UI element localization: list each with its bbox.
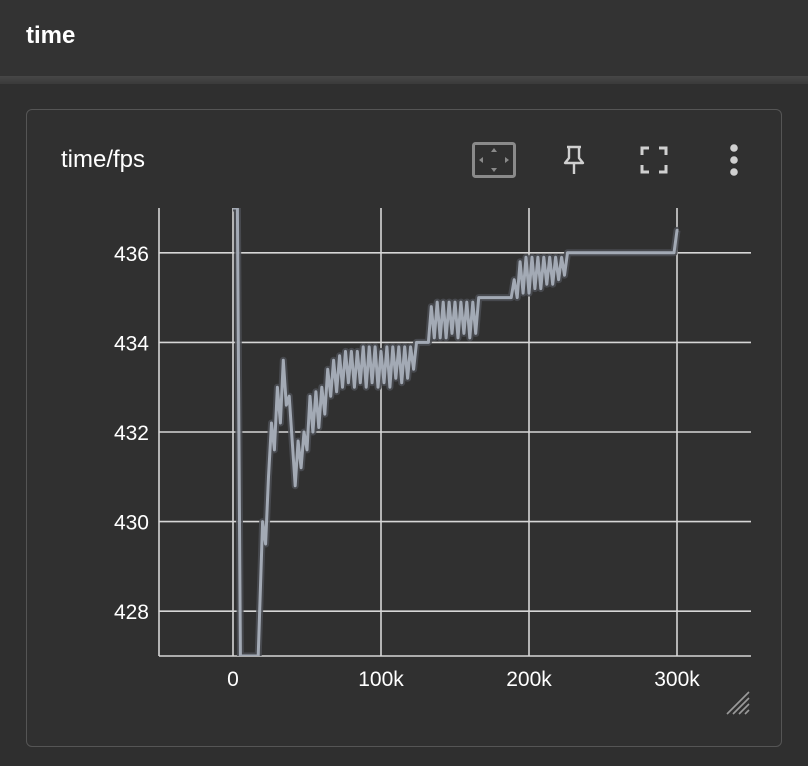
pin-button[interactable] (551, 140, 597, 180)
section-header: time (0, 0, 808, 76)
y-tick-label: 430 (114, 512, 149, 535)
y-tick-label: 432 (114, 422, 149, 445)
y-tick-label: 428 (114, 601, 149, 624)
series-layer (233, 208, 681, 656)
grid-lines (158, 208, 751, 657)
resize-handle[interactable] (723, 688, 751, 716)
line-chart[interactable]: 428 430 432 434 436 0 100k 200k 300k (27, 110, 783, 748)
more-options-button[interactable] (711, 140, 757, 180)
section-title: time (26, 22, 76, 49)
x-tick-label: 200k (506, 668, 552, 691)
x-tick-label: 100k (358, 668, 404, 691)
x-tick-label: 0 (227, 668, 239, 691)
more-vert-icon (730, 144, 738, 176)
tick-labels: 428 430 432 434 436 0 100k 200k 300k (114, 243, 700, 691)
header-divider (0, 76, 808, 84)
pin-icon (563, 145, 585, 174)
fullscreen-icon (640, 146, 668, 174)
y-tick-label: 436 (114, 243, 149, 266)
chart-card: time/fps 428 430 432 434 436 0 100k 200k 30 (26, 109, 782, 747)
fit-domain-button[interactable] (471, 140, 517, 180)
y-tick-label: 434 (114, 332, 149, 355)
resize-icon (726, 691, 750, 715)
x-tick-label: 300k (654, 668, 700, 691)
chart-title: time/fps (61, 146, 146, 173)
fullscreen-button[interactable] (631, 140, 677, 180)
series-line (233, 208, 679, 656)
fit-domain-icon (472, 142, 516, 178)
